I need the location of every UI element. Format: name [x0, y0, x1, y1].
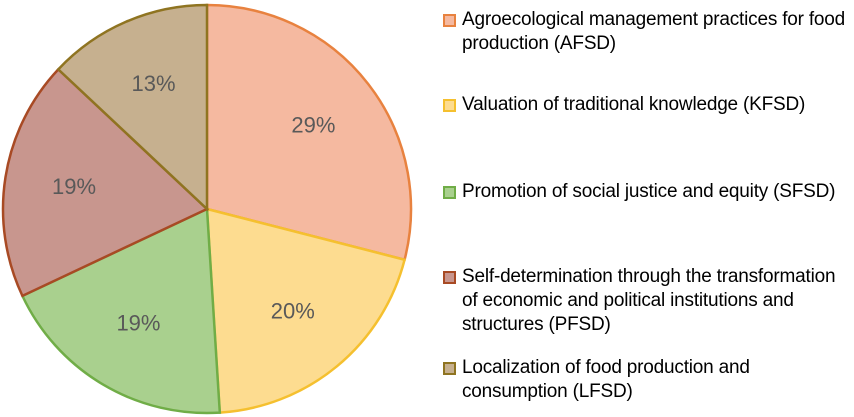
legend-label: Localization of food production and cons…: [462, 357, 750, 402]
slice-label: 19%: [52, 174, 96, 199]
pie-slice: [205, 207, 407, 414]
legend-label: Valuation of traditional knowledge (KFSD…: [462, 94, 806, 115]
chart: 29% 20% 19% 19% 13%: [1, 3, 413, 415]
legend-label: Agroecological management practices for …: [462, 9, 846, 54]
legend-swatch: [443, 99, 456, 112]
legend-swatch: [443, 271, 456, 284]
slice-label: 29%: [291, 112, 335, 137]
pie-slice: [56, 3, 209, 212]
legend-label: Self-determination through the transform…: [462, 266, 836, 335]
slice-label: 20%: [271, 299, 315, 324]
slice-label: 13%: [132, 71, 176, 96]
legend-label: Promotion of social justice and equity (…: [462, 181, 836, 202]
pie-slice: [20, 207, 222, 415]
legend-swatch: [443, 186, 456, 199]
legend-swatch: [443, 362, 456, 375]
pie-slice: [205, 3, 413, 262]
slice-label: 19%: [116, 311, 160, 336]
legend-swatch: [443, 14, 456, 27]
pie-slice: [1, 67, 210, 298]
